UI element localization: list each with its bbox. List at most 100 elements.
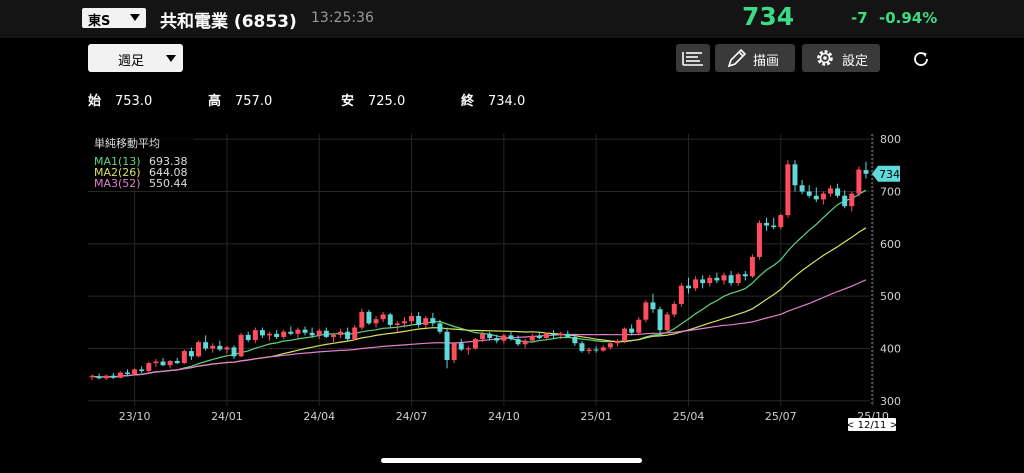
candle bbox=[401, 317, 407, 328]
last-price-label: 734 bbox=[879, 168, 900, 181]
candle bbox=[863, 161, 869, 179]
candle bbox=[494, 334, 500, 344]
candle bbox=[451, 342, 457, 364]
ohlc-high: 高 757.0 bbox=[208, 90, 272, 109]
candle bbox=[572, 333, 578, 346]
y-tick-label: 600 bbox=[880, 238, 901, 251]
candle bbox=[636, 317, 642, 336]
ohlc-open-key: 始 bbox=[88, 94, 102, 109]
period-select[interactable]: 週足 bbox=[88, 44, 183, 72]
chevron-down-icon bbox=[166, 55, 176, 62]
candle bbox=[245, 331, 251, 343]
settings-button[interactable]: 設定 bbox=[802, 44, 880, 72]
candle bbox=[252, 327, 258, 344]
list-icon bbox=[682, 52, 703, 66]
candle bbox=[735, 272, 741, 286]
candle bbox=[274, 330, 280, 340]
chevron-down-icon bbox=[130, 14, 140, 21]
candle bbox=[700, 275, 706, 289]
candle bbox=[323, 327, 329, 338]
candle bbox=[835, 183, 841, 198]
candle bbox=[693, 276, 699, 291]
draw-button[interactable]: 描画 bbox=[715, 44, 795, 72]
draw-button-label: 描画 bbox=[753, 54, 780, 69]
ohlc-low-value: 725.0 bbox=[368, 94, 406, 109]
candle bbox=[629, 324, 635, 336]
ohlc-open-value: 753.0 bbox=[115, 94, 153, 109]
candle bbox=[472, 338, 478, 350]
price-change: -7 bbox=[851, 9, 868, 27]
candle bbox=[614, 339, 620, 347]
candle bbox=[224, 345, 230, 354]
candle bbox=[238, 332, 244, 358]
price-change-percent: -0.94% bbox=[879, 9, 938, 27]
candle bbox=[430, 312, 436, 327]
candle bbox=[295, 327, 301, 338]
candle bbox=[338, 328, 344, 338]
candle bbox=[117, 371, 123, 379]
x-tick-label: 25/04 bbox=[673, 410, 705, 423]
y-tick-label: 500 bbox=[880, 290, 901, 303]
cursor-date-label[interactable]: < 12/11 > bbox=[846, 418, 898, 431]
last-price-tag: 734 bbox=[872, 165, 900, 182]
x-tick-label: 25/01 bbox=[580, 410, 612, 423]
candle bbox=[487, 331, 493, 341]
candle bbox=[167, 359, 173, 369]
candle bbox=[714, 272, 720, 284]
market-select[interactable]: 東S bbox=[82, 8, 146, 29]
list-button[interactable] bbox=[676, 44, 710, 72]
candle bbox=[188, 347, 194, 360]
x-tick-label: 24/01 bbox=[211, 410, 243, 423]
candle bbox=[210, 343, 216, 353]
candle bbox=[529, 333, 535, 343]
candle bbox=[146, 361, 152, 372]
candle bbox=[757, 220, 762, 260]
candle bbox=[125, 369, 130, 376]
candle bbox=[444, 327, 450, 369]
candle bbox=[380, 311, 386, 323]
candle bbox=[217, 340, 223, 352]
market-select-label: 東S bbox=[88, 14, 111, 29]
candle bbox=[820, 191, 826, 205]
candle bbox=[650, 293, 656, 313]
candle bbox=[203, 335, 209, 351]
candle bbox=[359, 308, 365, 330]
candle bbox=[558, 331, 564, 340]
y-tick-label: 400 bbox=[880, 342, 901, 355]
ma2-line bbox=[91, 227, 867, 378]
candle bbox=[373, 316, 379, 328]
refresh-icon[interactable] bbox=[910, 48, 932, 70]
ohlc-low: 安 725.0 bbox=[341, 90, 405, 109]
candle bbox=[792, 160, 798, 192]
x-tick-label: 23/10 bbox=[119, 410, 151, 423]
candle bbox=[828, 185, 833, 197]
candle bbox=[764, 217, 770, 231]
candle bbox=[330, 332, 336, 343]
ohlc-close-value: 734.0 bbox=[488, 94, 526, 109]
candle bbox=[643, 300, 649, 323]
candle bbox=[316, 328, 322, 340]
candle bbox=[132, 368, 138, 375]
candle bbox=[536, 331, 542, 340]
ma2-name: MA2(26) bbox=[94, 166, 141, 179]
ohlc-high-key: 高 bbox=[208, 94, 222, 109]
candle bbox=[607, 342, 613, 350]
ohlc-open: 始 753.0 bbox=[88, 90, 152, 109]
candle bbox=[508, 331, 514, 341]
gear-icon bbox=[817, 50, 833, 66]
candle bbox=[174, 357, 180, 365]
candle bbox=[728, 271, 734, 286]
indicator-title: 単純移動平均 bbox=[94, 137, 160, 150]
candle bbox=[622, 327, 628, 344]
candle bbox=[579, 341, 585, 353]
candle bbox=[103, 374, 109, 380]
candle bbox=[231, 345, 237, 359]
y-tick-label: 700 bbox=[880, 186, 901, 199]
candle bbox=[565, 330, 571, 338]
ohlc-close: 終 734.0 bbox=[461, 90, 525, 109]
candle bbox=[394, 321, 400, 332]
candle bbox=[685, 277, 691, 294]
ma1-value: 693.38 bbox=[149, 155, 188, 168]
candle bbox=[387, 312, 393, 328]
